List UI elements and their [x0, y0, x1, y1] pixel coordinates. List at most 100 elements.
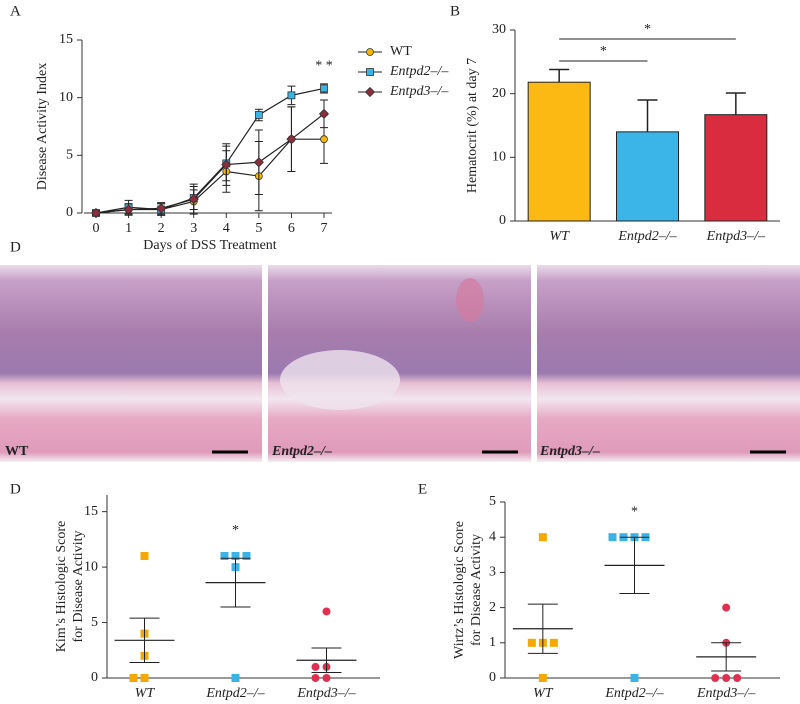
marker	[231, 552, 240, 560]
error-bar	[711, 642, 742, 672]
histology-image	[0, 265, 262, 462]
x-tick-label: 6	[288, 221, 295, 236]
marker	[320, 84, 328, 93]
y-tick-label: 0	[91, 670, 98, 685]
marker	[231, 674, 240, 682]
y-axis-label: Kim’s Histologic Score	[54, 521, 69, 652]
annotation: *	[644, 22, 651, 37]
y-tick-label: 5	[66, 148, 73, 163]
marker	[549, 638, 558, 647]
marker	[156, 203, 167, 214]
error-bar	[619, 536, 650, 595]
annotation: * *	[315, 59, 333, 74]
x-tick-label: WT	[533, 686, 554, 701]
x-tick-label: 1	[125, 221, 132, 236]
series-line	[95, 113, 325, 214]
marker	[322, 674, 331, 682]
marker	[188, 194, 199, 205]
marker	[630, 674, 639, 682]
error-bar	[311, 647, 342, 673]
error-bar	[549, 68, 570, 83]
error-bar	[220, 557, 251, 608]
marker	[140, 552, 149, 560]
marker	[366, 48, 374, 56]
marker	[722, 603, 731, 612]
y-tick-label: 5	[91, 615, 98, 630]
marker	[318, 108, 330, 119]
x-tick-label: 3	[190, 221, 197, 236]
x-tick-label: 4	[223, 221, 230, 236]
x-tick-label: Entpd2–/–	[604, 686, 664, 701]
x-tick-label: 0	[93, 221, 100, 236]
y-tick-label: 15	[59, 32, 73, 47]
legend-label: Entpd3–/–	[389, 84, 449, 99]
marker	[711, 674, 720, 682]
marker	[733, 674, 742, 682]
error-bar	[527, 603, 558, 654]
bar	[616, 131, 679, 222]
marker	[123, 204, 134, 215]
panel-letter: A	[10, 3, 21, 19]
x-tick-label: 5	[255, 221, 262, 236]
marker	[242, 552, 251, 560]
y-axis-label: for Disease Activity	[469, 534, 484, 646]
marker	[608, 533, 617, 542]
y-tick-label: 15	[84, 504, 98, 519]
marker	[311, 662, 320, 671]
marker	[254, 111, 263, 119]
tissue-detail	[456, 278, 484, 322]
error-bar	[129, 617, 160, 663]
y-tick-label: 4	[489, 529, 496, 544]
panel-letter: E	[418, 481, 427, 497]
y-axis-label: Disease Activity Index	[35, 63, 50, 191]
y-tick-label: 0	[499, 213, 506, 228]
y-tick-label: 10	[492, 150, 506, 165]
marker	[722, 674, 731, 682]
marker	[527, 638, 536, 647]
marker	[286, 134, 297, 145]
x-tick-label: 2	[158, 221, 165, 236]
y-tick-label: 3	[489, 565, 496, 580]
x-tick-label: Entpd3–/–	[706, 229, 766, 244]
marker	[320, 135, 328, 144]
x-tick-label: Entpd2–/–	[205, 686, 265, 701]
histology-label: Entpd3–/–	[539, 444, 600, 459]
marker	[129, 674, 138, 682]
legend-label: Entpd2–/–	[389, 64, 449, 79]
series-line	[95, 138, 324, 214]
y-tick-label: 20	[492, 86, 506, 101]
x-tick-label: Entpd3–/–	[696, 686, 756, 701]
histology-label: WT	[5, 444, 29, 459]
marker	[322, 607, 331, 616]
y-tick-label: 30	[492, 22, 506, 37]
marker	[90, 207, 102, 219]
x-axis-label: Days of DSS Treatment	[143, 238, 277, 253]
annotation: *	[232, 523, 239, 538]
panel-letter: B	[450, 3, 460, 19]
tissue-detail	[280, 350, 400, 410]
marker	[220, 552, 229, 560]
x-tick-label: Entpd2–/–	[617, 229, 677, 244]
y-tick-label: 10	[59, 90, 73, 105]
y-tick-label: 0	[489, 670, 496, 685]
y-axis-label: Hematocrit (%) at day 7	[465, 58, 480, 193]
bar	[527, 81, 591, 222]
annotation: *	[631, 504, 638, 519]
x-tick-label: WT	[135, 686, 156, 701]
bar	[704, 114, 768, 222]
marker	[311, 674, 320, 682]
panel-letter: D	[10, 481, 21, 497]
y-tick-label: 1	[489, 635, 496, 650]
marker	[140, 674, 149, 682]
x-tick-label: WT	[549, 229, 570, 244]
y-axis-label: for Disease Activity	[71, 531, 86, 643]
histology-image	[537, 265, 800, 462]
marker	[366, 68, 374, 76]
marker	[538, 533, 547, 542]
marker	[287, 91, 296, 100]
marker	[364, 86, 376, 98]
y-tick-label: 10	[84, 559, 98, 574]
legend-label: WT	[390, 44, 412, 59]
error-bar	[725, 92, 746, 115]
